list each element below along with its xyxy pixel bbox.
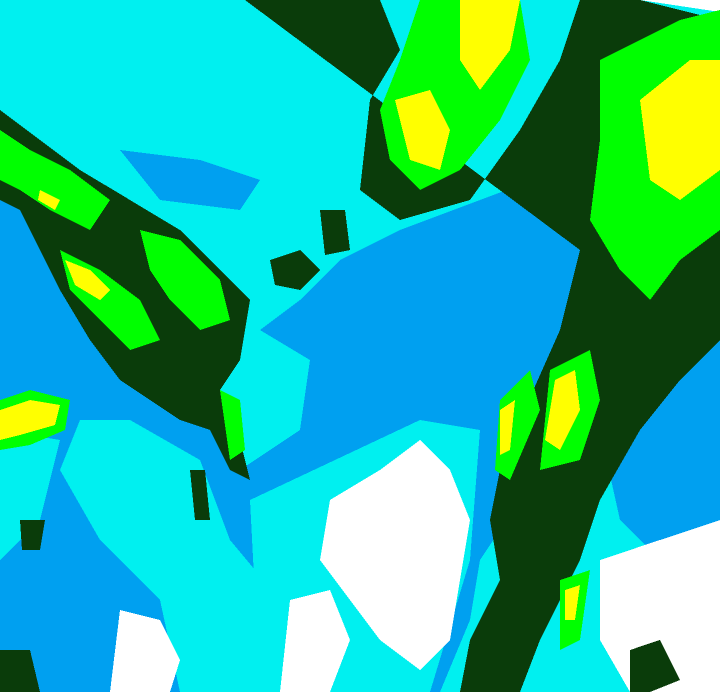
clear-layer [110,0,720,692]
very-heavy-layer [0,0,720,620]
